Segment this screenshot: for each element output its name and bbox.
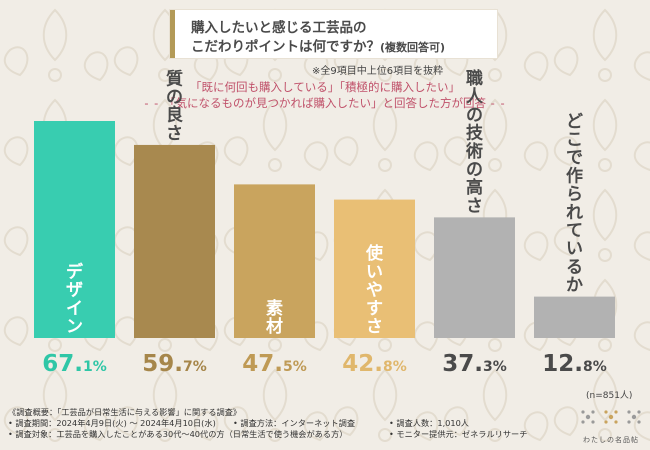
bar-0: [34, 121, 115, 338]
dash-left: - -: [144, 96, 164, 110]
bar-3: [334, 199, 415, 338]
bar-4: [434, 217, 515, 338]
dash-right: - -: [486, 96, 506, 110]
footer-line: • モニター提供元：ゼネラルリサーチ: [389, 429, 528, 439]
footer-line: • 調査期間：2024年4月9日(火) ～ 2024年4月10日(水): [8, 418, 216, 428]
category-label: 職人の技術の高さ: [465, 68, 484, 216]
bar-2: [234, 184, 315, 338]
category-label: どこで作られているか: [566, 112, 583, 296]
logo-mark-icon: [581, 410, 641, 424]
selection-note: ※全9項目中上位6項目を抜粋: [312, 66, 444, 77]
category-label: デザイン: [66, 261, 84, 337]
chart-title-line2: こだわりポイントは何ですか？(複数回答可): [191, 35, 445, 55]
chart-title-suffix: (複数回答可): [380, 41, 446, 54]
value-label: 42.8%: [342, 351, 407, 377]
value-label: 37.3%: [442, 351, 507, 377]
bar-1: [134, 144, 215, 338]
category-label: 素材: [266, 299, 283, 337]
footer-survey-info: 《調査概要：「工芸品が日常生活に与える影響」に関する調査》 • 調査期間：202…: [8, 407, 347, 440]
value-label: 67.1%: [42, 351, 107, 377]
value-label: 59.7%: [142, 351, 207, 377]
logo-text: わたしの名品帖: [583, 436, 639, 444]
footer-line: 《調査概要：「工芸品が日常生活に与える影響」に関する調査》: [8, 407, 242, 417]
chart-title-line2-main: こだわりポイントは何ですか？: [191, 39, 380, 55]
footer-line: • 調査対象：工芸品を購入したことがある30代～40代の方（日常生活で使う機会が…: [8, 429, 348, 439]
sample-size-label: (n=851人): [586, 391, 633, 401]
respondent-condition-line2: - - 「気になるものが見つかれば購入したい」と回答した方が回答 - -: [0, 95, 650, 111]
category-label: 質の良さ: [166, 68, 183, 144]
footer-sample: • 調査人数：1,010人 • モニター提供元：ゼネラルリサーチ: [389, 418, 527, 440]
bar-5: [534, 296, 615, 338]
brand-logo: わたしの名品帖: [576, 405, 646, 447]
category-label: 使いやすさ: [365, 243, 384, 337]
chart-title-line1: 購入したいと感じる工芸品の: [191, 20, 367, 36]
chart-title-box: 購入したいと感じる工芸品の こだわりポイントは何ですか？(複数回答可): [170, 10, 497, 58]
respondent-condition-line2-text: 「気になるものが見つかれば購入したい」と回答した方が回答: [164, 96, 486, 110]
value-label: 12.8%: [542, 351, 607, 377]
respondent-condition-line1: 「既に何回も購入している」「積極的に購入したい」: [190, 80, 460, 94]
footer-line: • 調査人数：1,010人: [389, 418, 469, 428]
footer-line: • 調査方法：インターネット調査: [233, 418, 356, 428]
footer-method: • 調査方法：インターネット調査: [233, 418, 355, 429]
value-label: 47.5%: [242, 351, 307, 377]
